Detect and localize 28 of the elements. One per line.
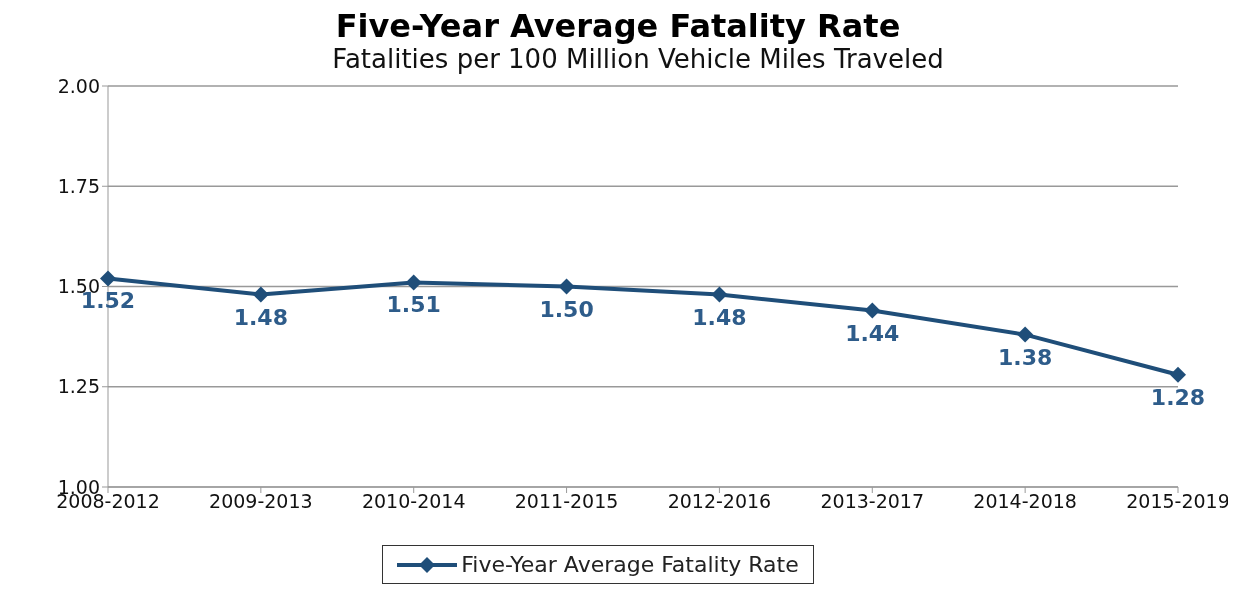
chart-title: Five-Year Average Fatality Rate <box>334 7 902 45</box>
data-label: 1.48 <box>233 304 288 330</box>
y-tick-label: 1.25 <box>57 375 100 398</box>
point <box>405 274 422 291</box>
legend-label: Five-Year Average Fatality Rate <box>460 552 799 577</box>
x-tick-label: 2014-2018 <box>973 490 1077 513</box>
chart-subtitle: Fatalities per 100 Million Vehicle Miles Traveled <box>331 44 945 74</box>
x-tick-label: 2010-2014 <box>361 490 466 513</box>
x-tick-label: 2009-2013 <box>209 490 313 513</box>
point <box>864 302 881 319</box>
point <box>1017 326 1034 343</box>
x-tick-label: 2012-2016 <box>667 490 772 513</box>
point <box>1170 366 1186 383</box>
data-label: 1.48 <box>692 304 747 330</box>
point <box>100 270 116 287</box>
y-tick-label: 1.75 <box>57 174 100 197</box>
data-label: 1.44 <box>845 320 900 346</box>
y-tick-label: 2.00 <box>57 74 100 97</box>
data-label: 1.38 <box>998 344 1053 370</box>
point <box>711 286 728 303</box>
point <box>252 286 269 303</box>
data-label: 1.50 <box>539 296 594 322</box>
point <box>558 278 575 295</box>
x-tick-label: 2015-2019 <box>1126 490 1230 513</box>
data-label: 1.28 <box>1150 384 1206 410</box>
data-label: 1.51 <box>386 292 441 318</box>
x-tick-label: 2011-2015 <box>514 490 619 513</box>
x-tick-label: 2013-2017 <box>820 490 925 513</box>
